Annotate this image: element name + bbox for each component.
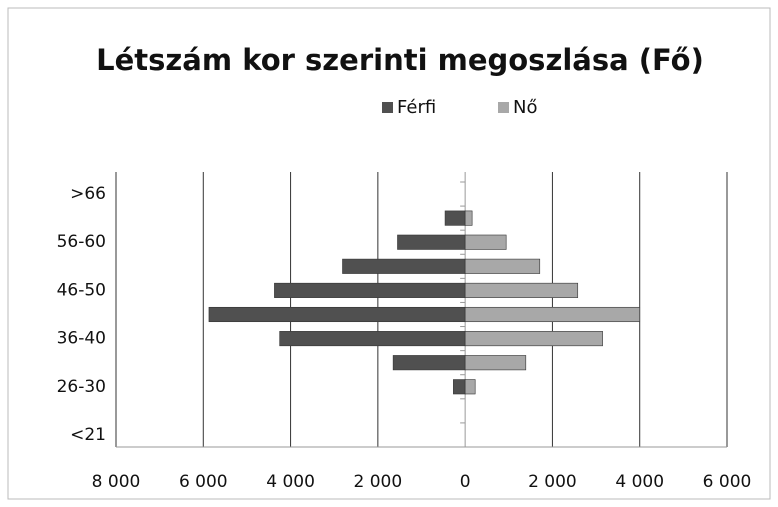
bar [279, 331, 466, 347]
x-tick-label: 4 000 [615, 472, 664, 492]
x-tick-label: 8 000 [92, 472, 141, 492]
y-tick-label: >66 [70, 184, 106, 204]
bar [453, 379, 466, 395]
x-tick-label: 0 [460, 472, 471, 492]
bar [464, 355, 527, 371]
bar [464, 234, 507, 250]
y-tick-label: <21 [70, 425, 106, 445]
bar [464, 282, 579, 298]
x-tick-label: 4 000 [266, 472, 315, 492]
bar [274, 282, 466, 298]
legend-label: Nő [513, 97, 537, 118]
y-tick-label: 36-40 [57, 329, 106, 349]
bar [464, 379, 476, 395]
bar [392, 355, 466, 371]
bar [464, 306, 641, 323]
chart-title: Létszám kor szerinti megoszlása (Fő) [96, 43, 704, 77]
legend-swatch [498, 102, 509, 113]
bar [208, 306, 466, 323]
bar [464, 258, 541, 274]
y-tick-label: 46-50 [57, 280, 106, 300]
legend-label: Férfi [397, 97, 436, 118]
y-tick-label: 26-30 [57, 377, 106, 397]
chart-frame [7, 7, 771, 500]
x-tick-label: 6 000 [703, 472, 752, 492]
x-tick-label: 6 000 [179, 472, 228, 492]
x-tick-label: 2 000 [354, 472, 403, 492]
bar [464, 331, 603, 347]
bar [444, 210, 466, 226]
bar [464, 210, 473, 226]
bar [342, 258, 466, 274]
bar [397, 234, 466, 250]
legend-swatch [382, 102, 393, 113]
x-tick-label: 2 000 [528, 472, 577, 492]
y-tick-label: 56-60 [57, 232, 106, 252]
